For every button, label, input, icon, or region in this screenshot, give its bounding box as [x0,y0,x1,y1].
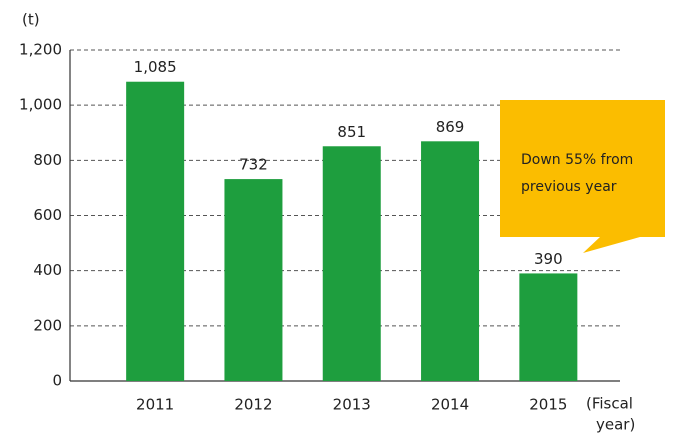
x-axis-label: (Fiscal [586,395,633,413]
x-tick-label: 2015 [529,396,567,414]
data-label: 1,085 [134,58,177,76]
bar [421,141,480,381]
x-tick-label: 2013 [333,396,371,414]
x-axis-label: year) [596,416,635,434]
y-tick-label: 400 [33,261,62,279]
x-tick-label: 2011 [136,396,174,414]
bar [126,81,185,382]
y-axis-label: (t) [22,11,40,29]
data-label: 851 [337,123,366,141]
y-tick-label: 200 [33,316,62,334]
annotation: previous year [521,179,617,195]
y-tick-label: 600 [33,206,62,224]
x-tick-label: 2014 [431,396,469,414]
data-label: 390 [534,250,563,268]
data-label: 869 [436,118,465,136]
y-tick-label: 1,000 [19,96,62,114]
annotation: Down 55% from [521,152,633,168]
y-tick-label: 1,200 [19,41,62,59]
bar [519,273,578,381]
x-tick-label: 2012 [234,396,272,414]
data-label: 732 [239,156,268,174]
bar [322,146,381,381]
callout [500,100,665,253]
bar [224,179,283,381]
y-tick-label: 0 [52,372,62,390]
y-tick-label: 800 [33,151,62,169]
